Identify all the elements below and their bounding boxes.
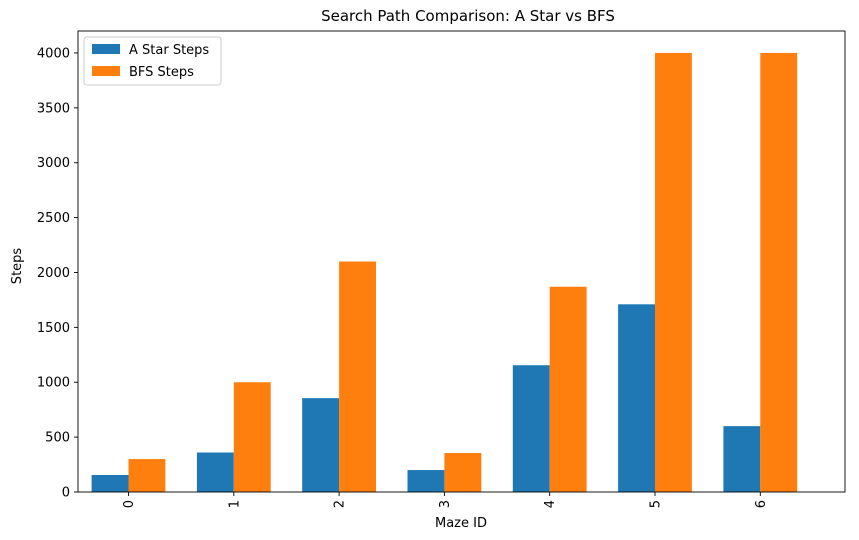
bar-astar-maze-5 [618,304,655,492]
y-tick-label: 1500 [37,321,70,336]
legend-label: BFS Steps [129,65,194,80]
bar-astar-maze-6 [723,426,761,492]
y-tick-label: 1000 [37,376,70,391]
y-tick-label: 4000 [37,46,70,61]
bar-bfs-maze-6 [760,52,798,492]
legend: A Star Steps BFS Steps [83,36,222,86]
legend-label: A Star Steps [129,43,209,58]
bar-astar-maze-3 [407,470,445,492]
x-tick-label: 2 [333,500,348,508]
bar-bfs-maze-1 [233,382,271,492]
x-tick-label: 5 [649,500,664,508]
chart-title: Search Path Comparison: A Star vs BFS [321,7,615,25]
bar-astar-maze-4 [512,365,550,492]
y-tick-label: 500 [45,431,70,446]
bar-bfs-maze-3 [444,453,482,492]
x-tick-label: 3 [438,500,453,508]
y-tick-label: 3500 [37,101,70,116]
bar-astar-maze-0 [91,474,129,492]
y-tick-label: 0 [62,486,70,501]
bar-bfs-maze-4 [549,286,587,492]
bar-bfs-maze-2 [339,261,376,492]
bar-bfs-maze-5 [655,52,692,492]
bar-bfs-maze-0 [128,459,166,492]
bar-astar-maze-1 [196,452,234,492]
y-tick-label: 3000 [37,156,70,171]
y-tick-label: 2500 [37,211,70,226]
x-tick-label: 4 [543,500,558,508]
x-tick-label: 0 [122,500,137,508]
legend-swatch [92,66,120,76]
y-axis-label: Steps [10,248,25,285]
legend-swatch [92,44,120,54]
x-tick-label: 1 [227,500,242,508]
x-tick-label: 6 [754,500,769,508]
x-axis-label: Maze ID [435,516,487,531]
plot-frame [77,30,846,493]
plot-area: 0 500 1000 1500 2000 2500 3000 3500 4000 0 1 2 3 4 5 6 [37,30,846,508]
y-tick-label: 2000 [37,266,70,281]
bar-astar-maze-2 [302,398,340,492]
